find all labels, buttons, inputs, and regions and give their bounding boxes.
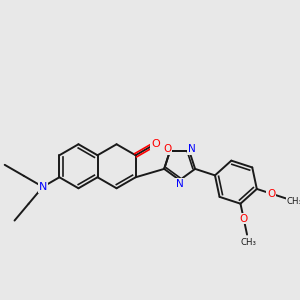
Text: CH₃: CH₃ <box>286 196 300 206</box>
Text: O: O <box>239 214 248 224</box>
Text: N: N <box>39 182 47 192</box>
Text: N: N <box>176 179 184 189</box>
Text: N: N <box>188 144 196 154</box>
Text: O: O <box>151 139 160 149</box>
Text: O: O <box>163 144 171 154</box>
Text: CH₃: CH₃ <box>241 238 256 247</box>
Text: O: O <box>267 189 275 199</box>
